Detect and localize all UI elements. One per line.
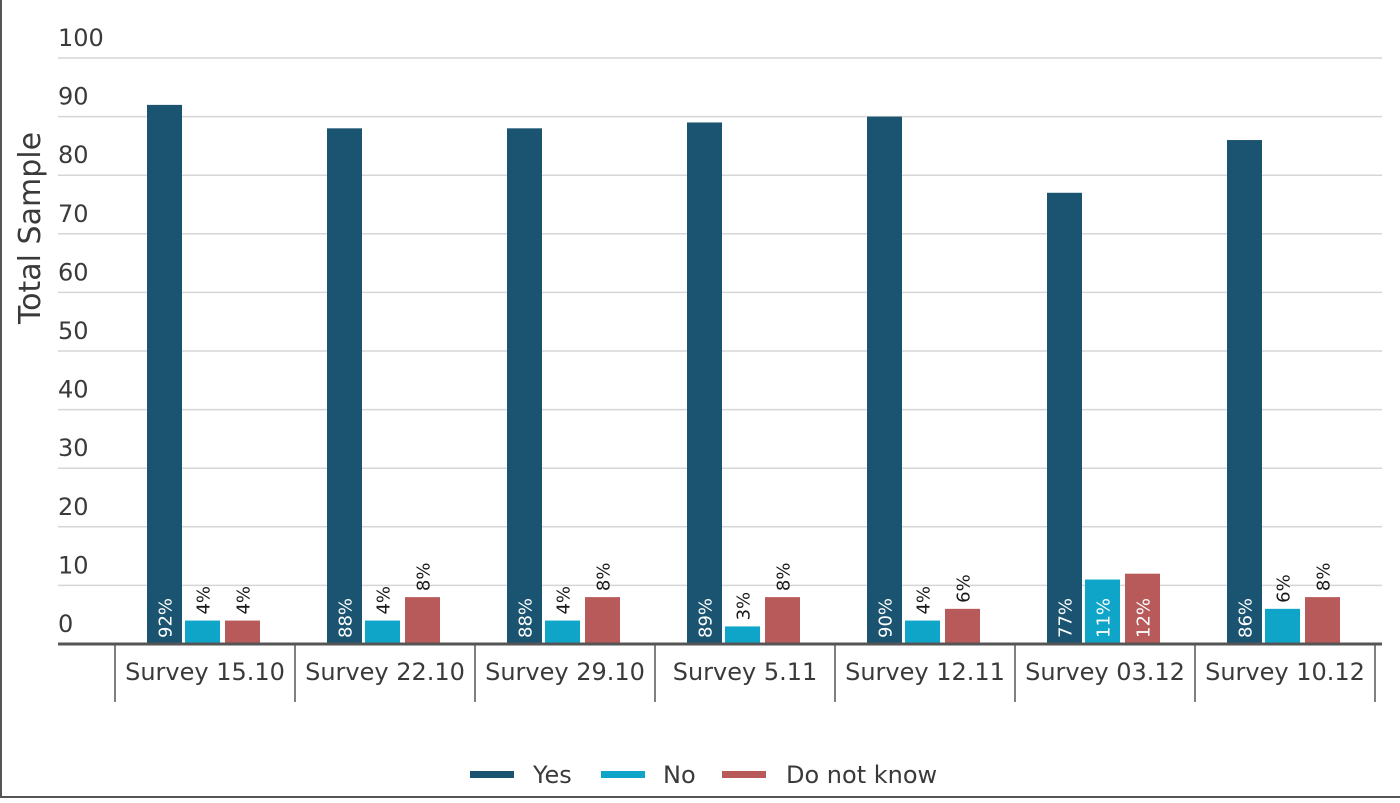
data-label: 88% [336,598,357,638]
data-label: 8% [1314,563,1335,592]
data-label: 8% [774,563,795,592]
data-label: 12% [1134,598,1155,638]
x-category-label: Survey 10.12 [1205,658,1365,686]
bar-no [905,620,940,644]
data-label: 6% [1274,574,1295,603]
data-label: 77% [1056,598,1077,638]
bar-do-not-know [765,597,800,644]
data-label: 88% [516,598,537,638]
data-labels: 92% 4% 4% 88% 4% 8% 88% 4% 8% 89% 3% 8% 90% 4% 6% 77% 11… [156,563,1335,638]
bar-yes [147,104,182,644]
bar-yes [687,122,722,644]
data-label: 4% [914,586,935,615]
bar-do-not-know [585,597,620,644]
y-tick-label: 90 [58,83,89,111]
bar-no [545,620,580,644]
bar-yes [1047,192,1082,644]
y-tick-label: 30 [58,434,89,462]
y-axis-ticks: 0 10 20 30 40 50 60 70 80 90 100 [58,24,104,638]
legend-label: Do not know [786,761,937,789]
y-axis-label: Total Sample [13,132,48,325]
bar-no [365,620,400,644]
bar-do-not-know [1305,597,1340,644]
data-label: 3% [734,592,755,621]
x-category-label: Survey 22.10 [305,658,465,686]
data-label: 4% [374,586,395,615]
bar-no [725,626,760,644]
x-category-label: Survey 15.10 [125,658,285,686]
legend-swatch [470,771,514,778]
legend-swatch [601,771,645,778]
legend-swatch [722,771,766,778]
legend-label: Yes [532,761,572,789]
bars [147,104,1340,645]
legend-label: No [663,761,696,789]
bar-do-not-know [225,620,260,644]
data-label: 11% [1094,598,1115,638]
x-category-label: Survey 03.12 [1025,658,1185,686]
y-tick-label: 20 [58,493,89,521]
data-label: 6% [954,574,975,603]
y-tick-label: 50 [58,317,89,345]
data-label: 4% [194,586,215,615]
bar-do-not-know [1125,573,1160,644]
bar-do-not-know [945,608,980,644]
data-label: 4% [234,586,255,615]
bar-yes [507,128,542,644]
data-label: 92% [156,598,177,638]
bar-yes [327,128,362,644]
data-label: 8% [414,563,435,592]
bar-yes [867,116,902,645]
x-category-label: Survey 29.10 [485,658,645,686]
y-tick-label: 40 [58,376,89,404]
bar-no [1085,579,1120,644]
data-label: 89% [696,598,717,638]
x-category-label: Survey 12.11 [845,658,1005,686]
x-category-label: Survey 5.11 [673,658,818,686]
y-tick-label: 100 [58,24,104,52]
y-tick-label: 70 [58,200,89,228]
data-label: 90% [876,598,897,638]
y-tick-label: 0 [58,610,73,638]
bar-no [1265,608,1300,644]
data-label: 86% [1236,598,1257,638]
bar-yes [1227,140,1262,645]
legend: Yes No Do not know [470,761,937,789]
y-tick-label: 80 [58,141,89,169]
x-axis-categories: Survey 15.10 Survey 22.10 Survey 29.10 Surv… [114,644,1376,702]
y-tick-label: 60 [58,258,89,286]
data-label: 8% [594,563,615,592]
bar-no [185,620,220,644]
data-label: 4% [554,586,575,615]
bar-do-not-know [405,597,440,644]
y-tick-label: 10 [58,551,89,579]
